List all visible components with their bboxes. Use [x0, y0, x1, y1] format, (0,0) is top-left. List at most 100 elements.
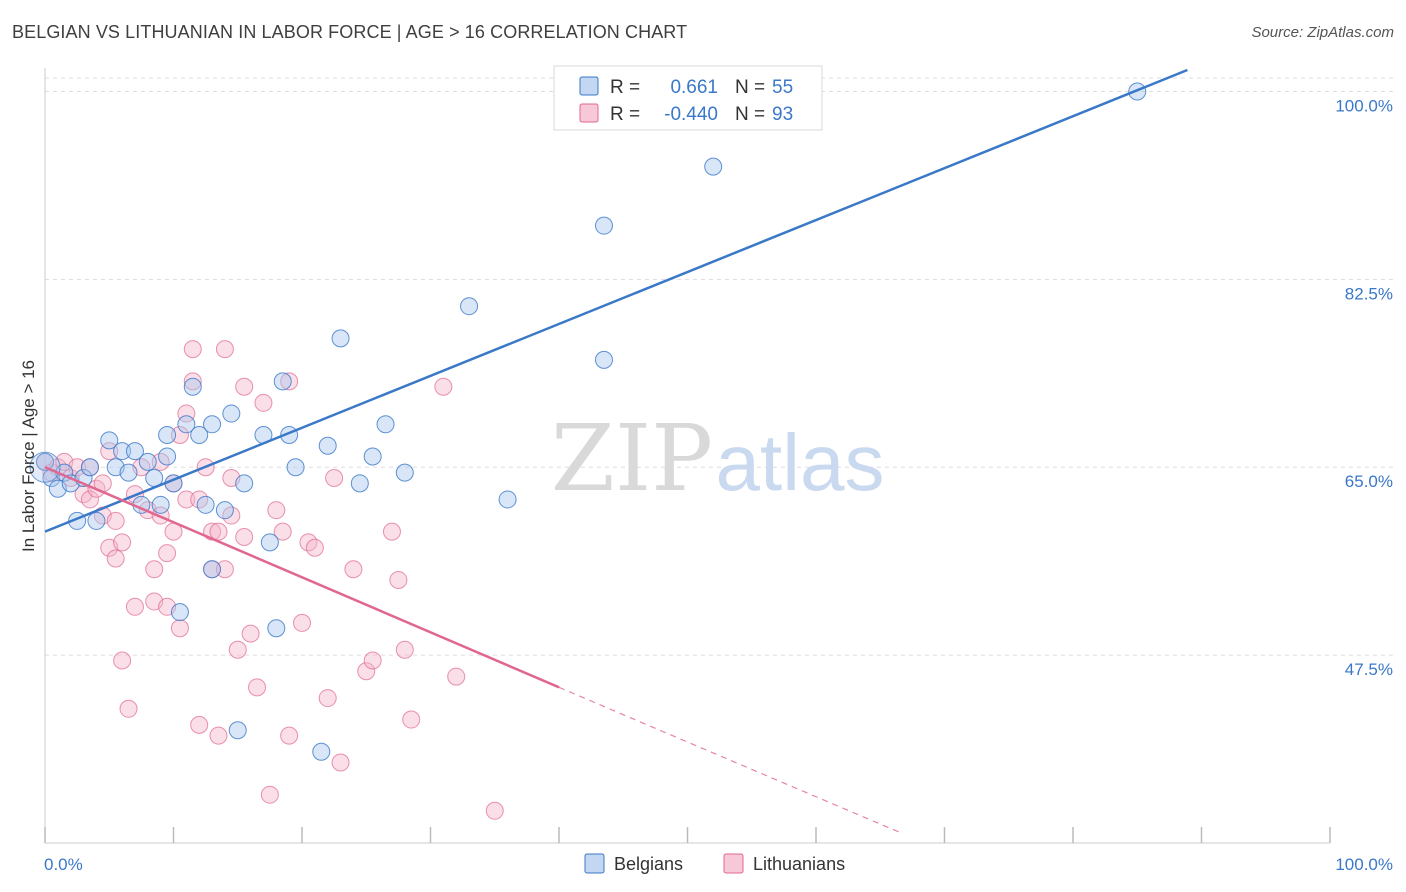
- belgians-point-29: [222, 404, 241, 423]
- lithuanians-point-69: [389, 570, 408, 589]
- lithuanians-point-71: [402, 710, 421, 729]
- watermark: ZIP atlas: [551, 405, 885, 512]
- belgians-point-15: [138, 452, 157, 471]
- y-tick-label-1: 65.0%: [1345, 472, 1393, 491]
- lithuanians-point-67: [363, 651, 382, 670]
- lithuanians-point-57: [280, 372, 299, 391]
- belgians-point-50: [704, 157, 723, 176]
- belgians-point-38: [312, 742, 331, 761]
- lithuanians-point-68: [382, 522, 401, 541]
- belgians-point-0: [36, 452, 54, 471]
- y-tick-label-0: 47.5%: [1345, 660, 1393, 679]
- belgians-point-18: [158, 426, 177, 445]
- stats-swatch-belgians: [579, 76, 599, 96]
- lithuanians-point-61: [305, 538, 324, 557]
- lithuanians-point-72: [434, 377, 453, 396]
- stats-r-lithuanians: -0.440: [664, 104, 718, 125]
- lithuanians-point-43: [209, 726, 228, 745]
- lithuanians-point-33: [177, 404, 196, 423]
- lithuanians-point-18: [119, 699, 138, 718]
- lithuanians-point-52: [248, 678, 267, 697]
- belgians-point-22: [177, 415, 196, 434]
- belgians-point-39: [318, 436, 337, 455]
- y-axis-label: In Labor Force | Age > 16: [19, 360, 38, 552]
- belgians-point-40: [331, 329, 350, 348]
- belgians-point-7: [80, 458, 99, 477]
- x-tick-label-0: 0.0%: [44, 855, 83, 874]
- belgians-point-9: [100, 431, 119, 450]
- stats-n-lithuanians: 93: [772, 104, 793, 125]
- belgians-point-43: [376, 415, 395, 434]
- lithuanians-point-50: [235, 377, 254, 396]
- chart-title: BELGIAN VS LITHUANIAN IN LABOR FORCE | A…: [12, 22, 688, 42]
- belgians-point-26: [203, 560, 222, 579]
- lithuanians-point-38: [190, 715, 209, 734]
- lithuanians-point-70: [395, 640, 414, 659]
- watermark-atlas: atlas: [716, 418, 885, 507]
- lithuanians-point-66: [357, 662, 376, 681]
- belgians-point-33: [260, 533, 279, 552]
- belgians-point-37: [267, 619, 286, 638]
- lithuanians-point-54: [260, 785, 279, 804]
- y-tick-label-2: 82.5%: [1345, 284, 1393, 303]
- belgians-point-47: [594, 350, 613, 369]
- legend-swatch-lithuanians: [723, 853, 744, 874]
- lithuanians-point-51: [241, 624, 260, 643]
- lithuanians-point-20: [125, 597, 144, 616]
- y-tick-labels: 47.5% 65.0% 82.5% 100.0%: [1335, 96, 1393, 679]
- belgians-point-45: [460, 297, 479, 316]
- belgians-trend-line: [44, 68, 1188, 533]
- lithuanians-point-62: [318, 689, 337, 708]
- belgians-point-8: [87, 511, 106, 530]
- lithuanians-point-27: [158, 544, 177, 563]
- lithuanians-point-58: [280, 726, 299, 745]
- belgians-point-30: [228, 721, 247, 740]
- lithuanians-point-63: [325, 468, 344, 487]
- stats-n-label-belgians: N =: [735, 77, 765, 98]
- belgians-point-17: [151, 495, 170, 514]
- belgians-point-31: [235, 474, 254, 493]
- lithuanians-trend-extension: [558, 686, 900, 833]
- lithuanians-point-17: [113, 651, 132, 670]
- lithuanians-point-73: [447, 667, 466, 686]
- belgians-point-19: [158, 447, 177, 466]
- axes: [44, 68, 1331, 844]
- source-credit: Source: ZipAtlas.com: [1251, 24, 1394, 41]
- x-tick-labels: 0.0% 100.0%: [44, 855, 1393, 874]
- stats-n-label-lithuanians: N =: [735, 104, 765, 125]
- legend-label-belgians: Belgians: [614, 854, 683, 874]
- lithuanians-point-48: [228, 640, 247, 659]
- belgians-point-21: [170, 603, 189, 622]
- belgians-point-41: [350, 474, 369, 493]
- lithuanians-point-14: [106, 511, 125, 530]
- lithuanians-point-59: [293, 613, 311, 632]
- x-tick-label-1: 100.0%: [1335, 855, 1393, 874]
- belgians-point-13: [125, 442, 144, 461]
- lithuanians-point-32: [170, 619, 189, 638]
- y-tick-label-3: 100.0%: [1335, 96, 1393, 115]
- legend-swatch-belgians: [584, 853, 605, 874]
- lithuanians-point-56: [273, 522, 292, 541]
- watermark-zip: ZIP: [551, 405, 713, 512]
- legend: Belgians Lithuanians: [584, 853, 845, 874]
- lithuanians-points: [36, 340, 504, 820]
- belgians-point-12: [119, 463, 138, 482]
- lithuanians-point-7: [80, 490, 99, 509]
- stats-box: R = 0.661 N = 55 R = -0.440 N = 93: [553, 65, 823, 131]
- lithuanians-point-65: [344, 560, 363, 579]
- belgians-point-46: [498, 490, 517, 509]
- stats-n-belgians: 55: [772, 77, 793, 98]
- lithuanians-point-36: [183, 372, 202, 391]
- lithuanians-point-42: [209, 522, 228, 541]
- lithuanians-point-15: [106, 549, 125, 568]
- belgians-point-25: [196, 495, 215, 514]
- stats-swatch-lithuanians: [579, 103, 599, 123]
- trend-lines: [44, 68, 1188, 833]
- belgians-point-34: [273, 372, 292, 391]
- belgians-point-11: [113, 442, 132, 461]
- lithuanians-point-53: [254, 393, 273, 412]
- belgians-point-48: [594, 216, 613, 235]
- lithuanians-point-13: [100, 442, 119, 461]
- lithuanians-point-34: [177, 490, 196, 509]
